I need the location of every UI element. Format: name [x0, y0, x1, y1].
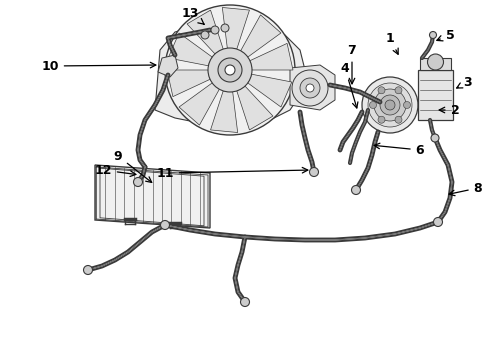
- Circle shape: [133, 177, 143, 186]
- Text: 8: 8: [449, 181, 482, 196]
- Polygon shape: [155, 22, 305, 125]
- Circle shape: [211, 26, 219, 34]
- Circle shape: [221, 24, 229, 32]
- Circle shape: [378, 87, 385, 94]
- Polygon shape: [95, 165, 210, 228]
- Text: 9: 9: [114, 149, 152, 183]
- Circle shape: [430, 32, 437, 39]
- Circle shape: [369, 102, 376, 108]
- Text: 12: 12: [94, 163, 136, 176]
- Circle shape: [403, 102, 411, 108]
- Polygon shape: [248, 74, 292, 107]
- Circle shape: [362, 77, 418, 133]
- Text: 11: 11: [156, 166, 308, 180]
- Circle shape: [385, 100, 395, 110]
- Circle shape: [427, 54, 443, 70]
- Polygon shape: [290, 65, 335, 110]
- Polygon shape: [187, 10, 223, 54]
- Polygon shape: [222, 8, 249, 49]
- Circle shape: [351, 185, 361, 194]
- Circle shape: [431, 134, 439, 142]
- Text: 1: 1: [386, 32, 398, 54]
- Polygon shape: [211, 91, 238, 132]
- Circle shape: [161, 220, 170, 230]
- Circle shape: [310, 167, 318, 176]
- Circle shape: [306, 84, 314, 92]
- Circle shape: [201, 31, 209, 39]
- Circle shape: [218, 58, 242, 82]
- Polygon shape: [179, 83, 220, 125]
- Circle shape: [434, 217, 442, 226]
- Polygon shape: [237, 86, 273, 130]
- Circle shape: [292, 70, 328, 106]
- Text: 7: 7: [347, 44, 356, 84]
- Polygon shape: [168, 33, 212, 66]
- Circle shape: [395, 87, 402, 94]
- Circle shape: [165, 5, 295, 135]
- Circle shape: [374, 89, 406, 121]
- Text: 13: 13: [181, 6, 204, 24]
- Polygon shape: [241, 15, 281, 57]
- Circle shape: [378, 116, 385, 123]
- Text: 2: 2: [439, 104, 459, 117]
- Circle shape: [380, 95, 400, 115]
- Polygon shape: [158, 55, 178, 77]
- Polygon shape: [167, 70, 210, 96]
- Bar: [418, 70, 453, 120]
- Text: 4: 4: [341, 62, 358, 108]
- Polygon shape: [250, 43, 293, 70]
- Circle shape: [225, 65, 235, 75]
- Circle shape: [300, 78, 320, 98]
- Circle shape: [368, 83, 412, 127]
- Text: 10: 10: [41, 59, 156, 72]
- Circle shape: [241, 297, 249, 306]
- Bar: [420, 58, 451, 70]
- Text: 3: 3: [457, 76, 472, 89]
- Circle shape: [83, 266, 93, 275]
- Circle shape: [208, 48, 252, 92]
- Circle shape: [395, 116, 402, 123]
- Text: 6: 6: [374, 143, 424, 157]
- Text: 5: 5: [437, 28, 454, 41]
